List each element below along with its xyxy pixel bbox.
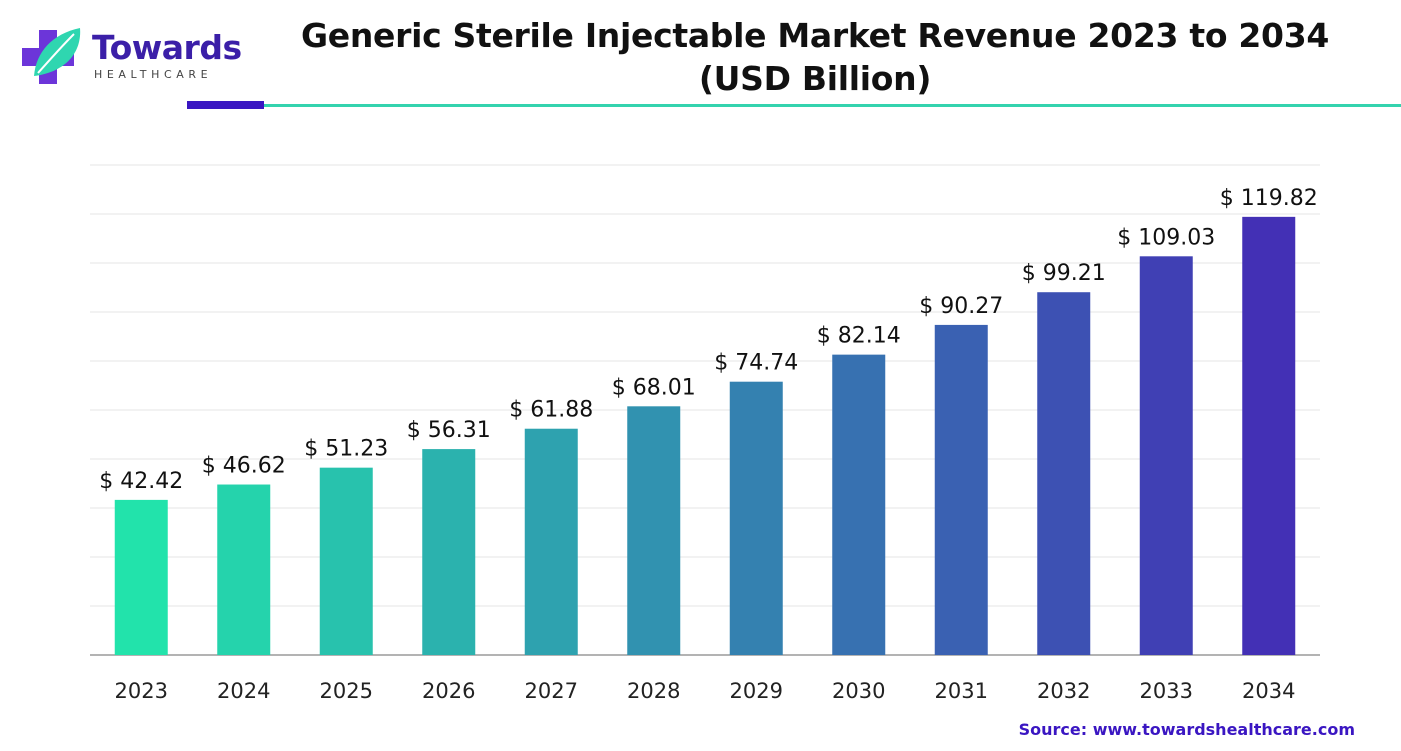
brand-logo: Towards HEALTHCARE: [22, 24, 242, 88]
bar-2026: [422, 449, 476, 655]
x-tick-label-2031: 2031: [935, 679, 988, 703]
value-label-2026: $ 56.31: [407, 418, 491, 443]
bar-2032: [1037, 292, 1091, 655]
x-tick-label-2032: 2032: [1037, 679, 1090, 703]
value-label-2027: $ 61.88: [509, 398, 593, 423]
bar-2025: [319, 467, 373, 655]
header-divider-line: [264, 104, 1401, 107]
chart-title: Generic Sterile Injectable Market Revenu…: [270, 14, 1360, 100]
value-label-2029: $ 74.74: [714, 351, 798, 376]
value-label-2030: $ 82.14: [817, 324, 901, 349]
value-label-2025: $ 51.23: [304, 437, 388, 462]
x-tick-label-2027: 2027: [525, 679, 578, 703]
health-cross-leaf-icon: [22, 28, 81, 84]
x-tick-label-2024: 2024: [217, 679, 270, 703]
x-tick-label-2029: 2029: [730, 679, 783, 703]
x-tick-label-2023: 2023: [115, 679, 168, 703]
bar-2028: [627, 406, 681, 655]
value-label-2024: $ 46.62: [202, 454, 286, 479]
bar-2029: [729, 381, 783, 655]
chart-gridlines: [90, 164, 1320, 656]
header-accent-bar: [187, 101, 264, 109]
value-label-2031: $ 90.27: [919, 294, 1003, 319]
bar-2027: [524, 428, 578, 655]
chart-x-tick-labels: 2023 2024 2025 2026 2027 2028 2029 2030 2031 2032…: [115, 679, 1296, 703]
bar-2023: [114, 499, 168, 655]
value-label-2033: $ 109.03: [1117, 225, 1215, 250]
value-label-2034: $ 119.82: [1220, 186, 1318, 211]
bar-2031: [934, 324, 988, 655]
value-label-2028: $ 68.01: [612, 375, 696, 400]
chart-title-line-1: Generic Sterile Injectable Market Revenu…: [300, 16, 1330, 55]
bar-2033: [1139, 256, 1193, 655]
bar-2024: [217, 484, 271, 655]
x-tick-label-2033: 2033: [1140, 679, 1193, 703]
x-tick-label-2025: 2025: [320, 679, 373, 703]
chart-title-line-2: (USD Billion): [698, 59, 932, 98]
logo-name: Towards: [92, 28, 242, 67]
bar-2034: [1242, 216, 1296, 655]
x-tick-label-2026: 2026: [422, 679, 475, 703]
x-tick-label-2028: 2028: [627, 679, 680, 703]
bar-2030: [832, 354, 886, 655]
x-tick-label-2034: 2034: [1242, 679, 1295, 703]
chart-value-labels: $ 42.42 $ 46.62 $ 51.23 $ 56.31 $ 61.88 $ 68.…: [99, 186, 1317, 494]
value-label-2023: $ 42.42: [99, 469, 183, 494]
chart-bars: [114, 216, 1296, 655]
source-note: Source: www.towardshealthcare.com: [1018, 720, 1355, 739]
value-label-2032: $ 99.21: [1022, 261, 1106, 286]
x-tick-label-2030: 2030: [832, 679, 885, 703]
logo-subtitle: HEALTHCARE: [94, 68, 213, 81]
